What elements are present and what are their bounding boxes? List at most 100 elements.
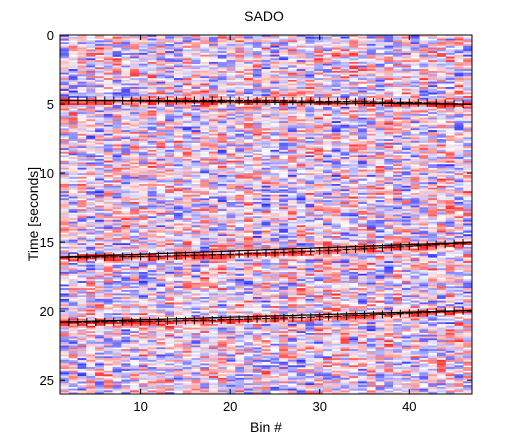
heatmap-cell <box>103 358 113 361</box>
heatmap-cell <box>156 122 166 126</box>
heatmap-cell <box>86 322 96 325</box>
heatmap-cell <box>103 266 113 269</box>
heatmap-cell <box>252 81 262 84</box>
heatmap-cell <box>235 365 245 368</box>
heatmap-cell <box>156 205 166 208</box>
heatmap-cell <box>147 336 157 339</box>
heatmap-cell <box>86 295 96 298</box>
heatmap-cell <box>200 117 210 120</box>
heatmap-cell <box>86 367 96 370</box>
heatmap-cell <box>217 350 227 354</box>
heatmap-cell <box>68 51 78 54</box>
heatmap-cell <box>217 96 227 99</box>
heatmap-cell <box>147 139 157 142</box>
heatmap-cell <box>244 148 254 151</box>
heatmap-cell <box>165 239 175 242</box>
heatmap-cell <box>182 149 192 152</box>
heatmap-cell <box>156 327 166 330</box>
heatmap-cell <box>86 374 96 377</box>
heatmap-cell <box>287 87 297 90</box>
heatmap-cell <box>217 273 227 276</box>
heatmap-cell <box>60 105 70 108</box>
heatmap-cell <box>77 270 87 273</box>
heatmap-cell <box>252 361 262 364</box>
heatmap-cell <box>173 76 184 79</box>
heatmap-cell <box>252 273 262 276</box>
heatmap-cell <box>200 313 210 316</box>
heatmap-cell <box>279 60 289 63</box>
heatmap-cell <box>270 81 280 84</box>
heatmap-cell <box>244 108 254 111</box>
heatmap-cell <box>235 167 245 170</box>
heatmap-cell <box>235 56 245 59</box>
heatmap-cell <box>121 289 131 292</box>
heatmap-cell <box>191 218 201 221</box>
heatmap-cell <box>270 191 280 194</box>
heatmap-cell <box>191 183 201 187</box>
heatmap-cell <box>235 162 245 165</box>
heatmap-cell <box>130 288 140 291</box>
heatmap-cell <box>112 261 122 264</box>
heatmap-cell <box>261 205 271 208</box>
heatmap-cell <box>86 277 96 280</box>
heatmap-cell <box>112 212 122 215</box>
heatmap-cell <box>270 124 280 127</box>
heatmap-cell <box>68 124 78 127</box>
heatmap-cell <box>95 286 105 289</box>
heatmap-cell <box>130 139 140 142</box>
heatmap-cell <box>200 327 210 330</box>
heatmap-cell <box>191 45 201 48</box>
heatmap-cell <box>209 261 219 264</box>
heatmap-cell <box>244 316 254 319</box>
heatmap-cell <box>173 85 184 88</box>
heatmap-cell <box>235 187 245 190</box>
heatmap-cell <box>252 162 262 165</box>
heatmap-cell <box>156 219 166 222</box>
heatmap-cell <box>147 135 157 138</box>
heatmap-cell <box>209 275 219 278</box>
heatmap-cell <box>200 97 210 100</box>
heatmap-cell <box>121 332 131 336</box>
heatmap-cell <box>279 45 289 48</box>
heatmap-cell <box>95 275 105 278</box>
heatmap-cell <box>217 270 227 273</box>
heatmap-cell <box>147 307 157 310</box>
heatmap-cell <box>147 194 157 197</box>
heatmap-cell <box>112 237 122 240</box>
heatmap-cell <box>252 356 262 359</box>
heatmap-cell <box>217 264 227 267</box>
heatmap-cell <box>86 135 96 138</box>
heatmap-cell <box>209 291 219 294</box>
heatmap-cell <box>156 113 166 117</box>
heatmap-cell <box>226 286 236 289</box>
heatmap-cell <box>138 377 148 380</box>
heatmap-cell <box>270 189 280 192</box>
heatmap-cell <box>77 65 87 68</box>
heatmap-cell <box>60 88 70 91</box>
heatmap-cell <box>252 117 262 120</box>
heatmap-cell <box>244 103 254 106</box>
heatmap-cell <box>226 300 236 303</box>
heatmap-cell <box>121 234 131 237</box>
heatmap-cell <box>209 51 219 54</box>
heatmap-cell <box>209 121 219 124</box>
heatmap-cell <box>60 198 70 201</box>
heatmap-cell <box>226 252 236 255</box>
heatmap-cell <box>103 185 113 188</box>
heatmap-cell <box>226 45 236 48</box>
heatmap-cell <box>138 368 148 371</box>
heatmap-cell <box>200 108 210 111</box>
heatmap-cell <box>165 218 175 221</box>
heatmap-cell <box>261 58 271 61</box>
heatmap-cell <box>68 60 78 63</box>
heatmap-cell <box>173 306 184 309</box>
heatmap-cell <box>209 153 219 156</box>
heatmap-cell <box>103 338 113 341</box>
heatmap-cell <box>235 297 245 300</box>
heatmap-cell <box>244 90 254 93</box>
heatmap-cell <box>235 248 245 251</box>
heatmap-cell <box>217 70 227 73</box>
heatmap-cell <box>226 332 236 336</box>
heatmap-cell <box>182 78 192 81</box>
heatmap-cell <box>147 275 157 278</box>
